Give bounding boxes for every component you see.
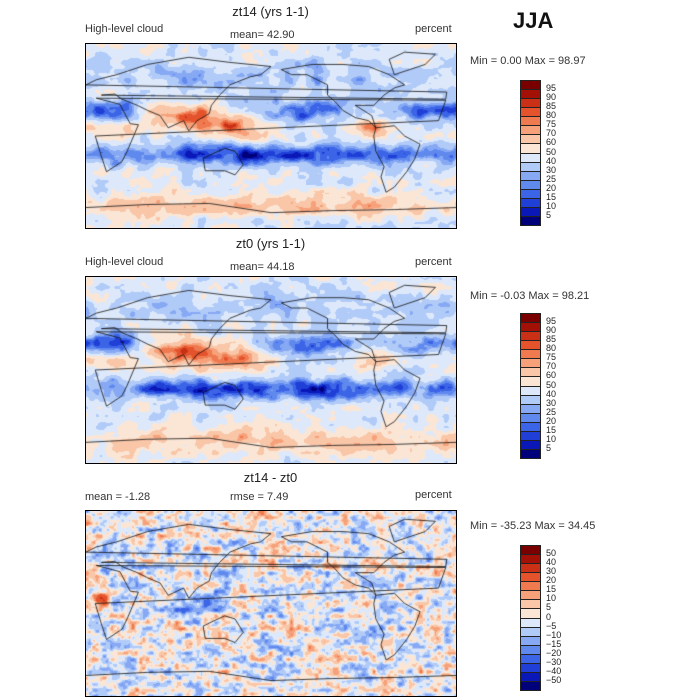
- min-max-label: Min = 0.00 Max = 98.97: [470, 55, 586, 67]
- colorbar-tick-label: −20: [546, 647, 562, 658]
- colorbar-tick-label: 85: [546, 334, 557, 345]
- panel-title: zt14 - zt0: [243, 470, 298, 485]
- mean-label: mean= 44.18: [230, 261, 295, 273]
- colorbar-tick-label: 25: [546, 173, 557, 184]
- colorbar-tick-label: 85: [546, 101, 557, 112]
- colorbar-tick-label: 75: [546, 352, 557, 363]
- heatmap-field: [86, 277, 456, 463]
- colorbar-tick-label: 40: [546, 155, 557, 166]
- colorbar-tick-label: 15: [546, 584, 557, 595]
- colorbar-tick-label: −10: [546, 629, 562, 640]
- colorbar-tick-label: 25: [546, 406, 557, 417]
- colorbar-tick-label: 40: [546, 388, 557, 399]
- units-label: percent: [415, 23, 452, 35]
- units-label: percent: [415, 256, 452, 268]
- colorbar-tick-label: 20: [546, 182, 557, 193]
- colorbar-tick-label: 90: [546, 92, 557, 103]
- colorbar: 95 90 85 80 75 70 60 50 40 30 25 20 15 10 5: [520, 313, 580, 459]
- colorbar-tick-label: 80: [546, 110, 557, 121]
- colorbar-tick-label: 50: [546, 379, 557, 390]
- map-zt0: [85, 276, 457, 464]
- colorbar-tick-label: 30: [546, 397, 557, 408]
- panel-title: zt14 (yrs 1-1): [232, 4, 309, 19]
- colorbar-tick-label: 70: [546, 361, 557, 372]
- rmse-label: rmse = 7.49: [230, 491, 289, 503]
- variable-label: High-level cloud: [85, 256, 164, 268]
- colorbar-tick-label: 20: [546, 575, 557, 586]
- colorbar-tick-label: 15: [546, 191, 557, 202]
- colorbar-tick-label: 10: [546, 593, 557, 604]
- colorbar-tick-label: 20: [546, 415, 557, 426]
- heatmap-field: [86, 44, 456, 228]
- mean-label: mean= 42.90: [230, 29, 295, 41]
- colorbar-swatch: [520, 448, 541, 459]
- colorbar-tick-label: 15: [546, 424, 557, 435]
- colorbar-tick-label: −50: [546, 674, 562, 685]
- colorbar-swatch: [520, 215, 541, 226]
- mean-label: mean = -1.28: [85, 491, 151, 503]
- panel-title: zt0 (yrs 1-1): [235, 236, 306, 251]
- colorbar-tick-label: 70: [546, 128, 557, 139]
- colorbar-tick-label: 5: [546, 209, 552, 220]
- colorbar-tick-label: 95: [546, 83, 557, 94]
- colorbar-swatch: [520, 680, 541, 691]
- colorbar: 95 90 85 80 75 70 60 50 40 30 25 20 15 10 5: [520, 80, 580, 226]
- colorbar-tick-label: 30: [546, 566, 557, 577]
- colorbar-tick-label: −40: [546, 665, 562, 676]
- colorbar-tick-label: 5: [546, 442, 552, 453]
- season-label: JJA: [513, 8, 554, 33]
- colorbar-tick-label: 90: [546, 325, 557, 336]
- colorbar-tick-label: 10: [546, 433, 557, 444]
- colorbar-tick-label: 0: [546, 611, 552, 622]
- colorbar-tick-label: 95: [546, 316, 557, 327]
- colorbar-tick-label: 10: [546, 200, 557, 211]
- map-diff: [85, 510, 457, 697]
- colorbar-tick-label: 50: [546, 146, 557, 157]
- heatmap-difference: [86, 511, 456, 696]
- colorbar: 50 40 30 20 15 10 5 0 −5 −10 −15 −20 −30 −40 −50: [520, 545, 580, 691]
- colorbar-tick-label: −30: [546, 656, 562, 667]
- colorbar-tick-label: −15: [546, 638, 562, 649]
- colorbar-tick-label: 40: [546, 557, 557, 568]
- variable-label: High-level cloud: [85, 23, 164, 35]
- colorbar-tick-label: 80: [546, 343, 557, 354]
- colorbar-tick-label: 60: [546, 137, 557, 148]
- colorbar-tick-label: −5: [546, 620, 557, 631]
- min-max-label: Min = -0.03 Max = 98.21: [470, 290, 590, 302]
- units-label: percent: [415, 489, 452, 501]
- map-zt14: [85, 43, 457, 229]
- min-max-label: Min = -35.23 Max = 34.45: [470, 520, 596, 532]
- colorbar-tick-label: 5: [546, 602, 552, 613]
- colorbar-tick-label: 30: [546, 164, 557, 175]
- colorbar-tick-label: 60: [546, 370, 557, 381]
- colorbar-tick-label: 75: [546, 119, 557, 130]
- colorbar-tick-label: 50: [546, 548, 557, 559]
